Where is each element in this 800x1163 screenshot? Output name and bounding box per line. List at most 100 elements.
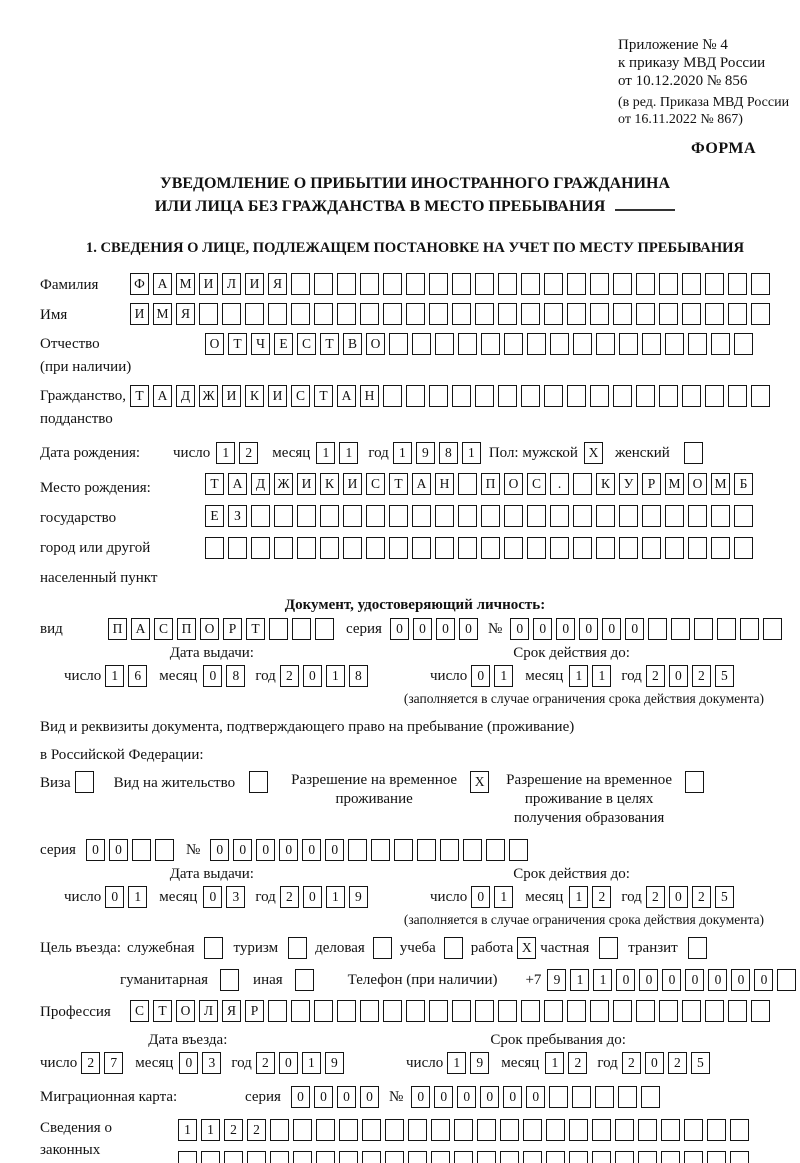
char-cell[interactable]	[751, 1000, 770, 1022]
char-cell[interactable]: 2	[691, 886, 711, 908]
char-cell[interactable]	[383, 1000, 402, 1022]
char-cell[interactable]: 1	[592, 665, 612, 687]
char-cell[interactable]	[249, 771, 269, 793]
char-cell[interactable]	[463, 839, 483, 861]
char-cell[interactable]	[270, 1119, 289, 1141]
char-cell[interactable]	[734, 505, 753, 527]
char-cell[interactable]: 0	[685, 969, 705, 991]
char-cell[interactable]: 2	[621, 1052, 641, 1074]
char-cell[interactable]: 0	[579, 618, 599, 640]
char-cell[interactable]: Д	[251, 473, 270, 495]
char-cell[interactable]: А	[228, 473, 247, 495]
char-cell[interactable]	[408, 1119, 427, 1141]
char-cell[interactable]: 2	[568, 1052, 588, 1074]
char-cell[interactable]	[618, 1086, 638, 1108]
char-cell[interactable]	[661, 1151, 680, 1163]
char-cell[interactable]: 2	[645, 886, 665, 908]
char-cell[interactable]	[544, 1000, 563, 1022]
char-cell[interactable]: 2	[247, 1119, 266, 1141]
char-cell[interactable]	[751, 273, 770, 295]
char-cell[interactable]: 0	[108, 839, 128, 861]
char-cell[interactable]: Д	[176, 385, 195, 407]
char-cell[interactable]: 2	[255, 1052, 275, 1074]
char-cell[interactable]: X	[470, 771, 490, 793]
char-cell[interactable]	[592, 1119, 611, 1141]
char-cell[interactable]	[443, 937, 463, 959]
char-cell[interactable]	[615, 1151, 634, 1163]
char-cell[interactable]	[596, 537, 615, 559]
char-cell[interactable]	[615, 1119, 634, 1141]
char-cell[interactable]: Т	[130, 385, 149, 407]
char-cell[interactable]	[707, 1119, 726, 1141]
char-cell[interactable]	[406, 385, 425, 407]
char-cell[interactable]: А	[153, 385, 172, 407]
char-cell[interactable]	[683, 442, 703, 464]
char-cell[interactable]	[527, 537, 546, 559]
char-cell[interactable]: 2	[224, 1119, 243, 1141]
char-cell[interactable]: Е	[205, 505, 224, 527]
char-cell[interactable]: 0	[203, 886, 223, 908]
char-cell[interactable]: Н	[360, 385, 379, 407]
char-cell[interactable]: 0	[510, 618, 530, 640]
char-cell[interactable]: 5	[690, 1052, 710, 1074]
char-cell[interactable]	[659, 385, 678, 407]
char-cell[interactable]: З	[228, 505, 247, 527]
char-cell[interactable]	[728, 273, 747, 295]
char-cell[interactable]	[592, 1151, 611, 1163]
char-cell[interactable]	[454, 1119, 473, 1141]
char-cell[interactable]	[268, 303, 287, 325]
char-cell[interactable]	[544, 273, 563, 295]
char-cell[interactable]: 0	[210, 839, 230, 861]
char-cell[interactable]	[573, 537, 592, 559]
char-cell[interactable]: К	[596, 473, 615, 495]
char-cell[interactable]	[590, 273, 609, 295]
char-cell[interactable]: 1	[392, 442, 412, 464]
char-cell[interactable]	[682, 1000, 701, 1022]
char-cell[interactable]	[251, 505, 270, 527]
char-cell[interactable]: 0	[179, 1052, 199, 1074]
char-cell[interactable]	[291, 1000, 310, 1022]
char-cell[interactable]	[523, 1119, 542, 1141]
char-cell[interactable]: И	[297, 473, 316, 495]
char-cell[interactable]: 2	[279, 665, 299, 687]
char-cell[interactable]: Ж	[274, 473, 293, 495]
char-cell[interactable]	[383, 273, 402, 295]
char-cell[interactable]	[406, 273, 425, 295]
char-cell[interactable]: X	[583, 442, 603, 464]
char-cell[interactable]: 9	[324, 1052, 344, 1074]
char-cell[interactable]	[595, 1086, 615, 1108]
char-cell[interactable]: 1	[570, 969, 590, 991]
char-cell[interactable]	[648, 618, 668, 640]
char-cell[interactable]: 8	[226, 665, 246, 687]
char-cell[interactable]	[389, 333, 408, 355]
char-cell[interactable]	[220, 969, 240, 991]
char-cell[interactable]	[636, 385, 655, 407]
char-cell[interactable]: 0	[616, 969, 636, 991]
char-cell[interactable]	[659, 303, 678, 325]
char-cell[interactable]: П	[177, 618, 196, 640]
char-cell[interactable]: 2	[239, 442, 259, 464]
char-cell[interactable]: С	[130, 1000, 149, 1022]
char-cell[interactable]: 0	[644, 1052, 664, 1074]
char-cell[interactable]	[222, 303, 241, 325]
char-cell[interactable]	[131, 839, 151, 861]
char-cell[interactable]	[705, 1000, 724, 1022]
char-cell[interactable]	[638, 1119, 657, 1141]
char-cell[interactable]: А	[131, 618, 150, 640]
char-cell[interactable]	[730, 1119, 749, 1141]
char-cell[interactable]	[268, 1000, 287, 1022]
char-cell[interactable]: 2	[645, 665, 665, 687]
char-cell[interactable]	[613, 385, 632, 407]
char-cell[interactable]: О	[504, 473, 523, 495]
char-cell[interactable]	[521, 1000, 540, 1022]
char-cell[interactable]: М	[665, 473, 684, 495]
char-cell[interactable]: М	[176, 273, 195, 295]
char-cell[interactable]: Р	[223, 618, 242, 640]
char-cell[interactable]: 1	[301, 1052, 321, 1074]
char-cell[interactable]	[642, 505, 661, 527]
char-cell[interactable]: С	[297, 333, 316, 355]
char-cell[interactable]: 1	[569, 665, 589, 687]
char-cell[interactable]	[504, 537, 523, 559]
char-cell[interactable]: 0	[302, 665, 322, 687]
char-cell[interactable]: 0	[708, 969, 728, 991]
